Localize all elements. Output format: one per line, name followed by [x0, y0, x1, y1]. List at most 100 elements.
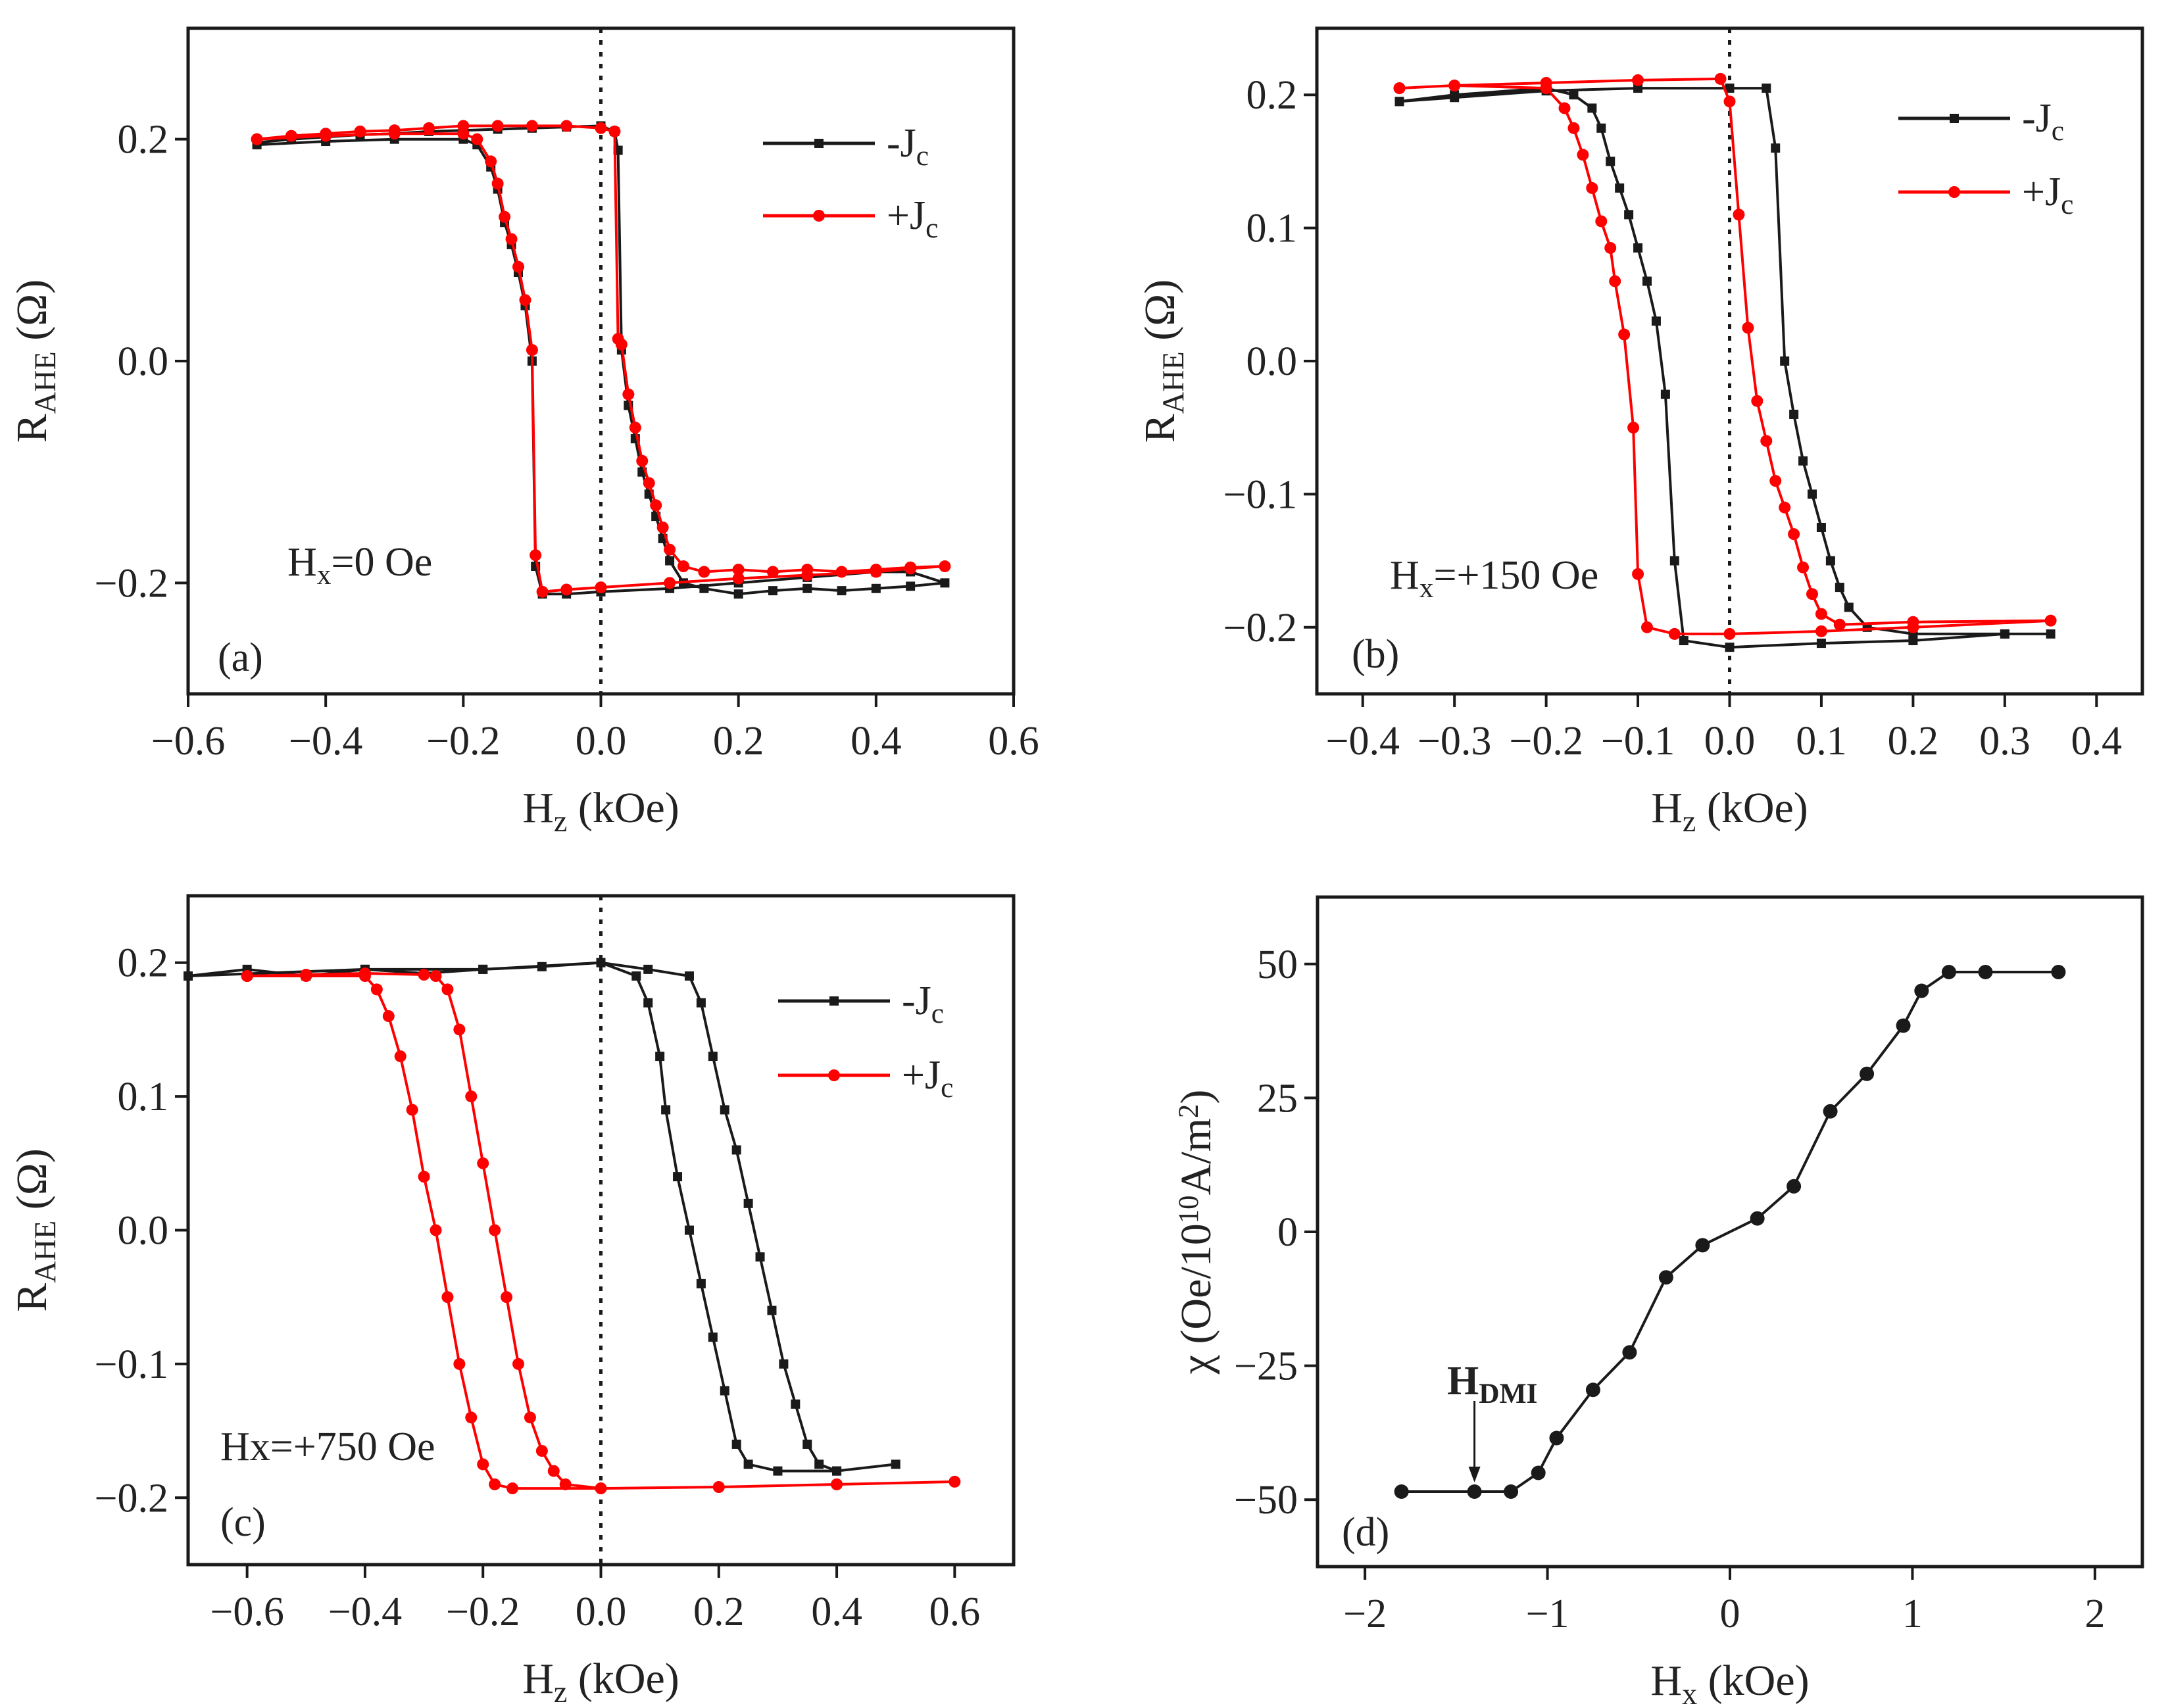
data-point	[766, 566, 779, 578]
data-point	[1651, 316, 1661, 326]
data-point	[1393, 82, 1406, 95]
data-point	[1806, 588, 1818, 600]
data-point	[837, 586, 847, 596]
data-point	[1569, 90, 1579, 100]
hdmi-label-part: DMI	[1479, 1378, 1537, 1409]
data-point	[904, 562, 917, 575]
data-point	[300, 970, 312, 983]
data-point	[1633, 84, 1643, 93]
data-point	[506, 1482, 519, 1495]
data-point	[708, 1332, 718, 1342]
legend-label-part: c	[916, 140, 929, 172]
y-tick-label: 0.0	[118, 1209, 169, 1254]
data-point	[1585, 1382, 1600, 1398]
data-point	[1394, 1484, 1409, 1499]
panel-label: (d)	[1342, 1510, 1389, 1555]
data-point	[698, 566, 710, 578]
hdmi-label: HDMI	[1447, 1359, 1537, 1409]
data-point	[629, 422, 641, 434]
legend-label-part: +J	[902, 1053, 941, 1098]
data-point	[1762, 84, 1771, 93]
data-point	[1627, 422, 1640, 434]
field-annotation-part: H	[1390, 553, 1419, 598]
legend-label-part: c	[925, 212, 938, 244]
data-point	[477, 1458, 489, 1471]
x-tick-label: 0.4	[2071, 719, 2123, 764]
y-tick-label: −0.2	[95, 561, 168, 606]
y-axis-title-part: R	[1136, 414, 1184, 443]
data-point	[505, 233, 518, 245]
data-point	[779, 1359, 789, 1369]
y-tick-label: 0.1	[118, 1075, 169, 1119]
data-point	[650, 499, 662, 512]
data-point	[678, 560, 689, 573]
data-point	[418, 1171, 430, 1183]
x-tick-label: 0.4	[811, 1590, 862, 1634]
x-axis-title-part: (kOe)	[1696, 784, 1808, 832]
x-tick-label: −0.6	[151, 719, 225, 764]
legend-item: -Jc	[778, 979, 944, 1029]
data-point	[1780, 356, 1790, 366]
data-point	[430, 970, 442, 983]
data-point	[320, 130, 332, 142]
data-point	[1668, 627, 1681, 640]
data-point	[732, 572, 745, 585]
data-point	[720, 1386, 729, 1396]
x-axis-title-part: x	[1682, 1677, 1697, 1708]
x-axis-title: Hz (kOe)	[522, 784, 679, 838]
data-point	[768, 586, 777, 596]
data-point	[939, 560, 951, 573]
data-point	[1596, 123, 1606, 133]
data-point	[1609, 275, 1621, 287]
data-point	[524, 1411, 536, 1424]
data-point	[512, 1357, 524, 1370]
arrow-head-icon	[1468, 1466, 1481, 1482]
y-tick-label: 25	[1257, 1076, 1298, 1121]
legend-item: -Jc	[1898, 96, 2064, 147]
data-point	[1742, 322, 1754, 334]
x-tick-label: −0.2	[426, 719, 500, 764]
x-axis-title-part: (kOe)	[567, 1655, 679, 1703]
legend-item: +Jc	[778, 1053, 953, 1104]
data-point	[285, 130, 297, 142]
series-line	[1401, 971, 2059, 1493]
x-axis-title: Hz (kOe)	[1651, 784, 1808, 838]
y-axis-title: RAHE (Ω)	[8, 1148, 62, 1311]
data-point	[1540, 82, 1552, 95]
x-tick-label: −0.4	[289, 719, 362, 764]
data-point	[755, 1252, 765, 1262]
data-point	[1641, 621, 1653, 633]
legend-label: +Jc	[2022, 170, 2073, 220]
field-annotation: Hx=0 Oe	[287, 540, 432, 591]
y-axis-title-part: )	[1172, 1090, 1220, 1104]
field-annotation: Hx=+750 Oe	[220, 1425, 435, 1469]
data-point	[1642, 276, 1652, 286]
data-point	[1577, 149, 1589, 161]
y-tick-label: 0.2	[1246, 73, 1298, 118]
legend-marker	[828, 1069, 840, 1081]
panel-b-hysteresis-hx-150: −0.4 −0.3 −0.2 −0.1 0.0 0.1 0.2 0.3 0.4 −0.2 −0.1 0…	[1136, 26, 2144, 838]
data-point	[1844, 602, 1854, 612]
data-point	[622, 388, 635, 401]
data-point	[595, 122, 607, 134]
field-annotation-part: H	[287, 540, 317, 585]
y-tick-label: 50	[1257, 942, 1298, 987]
y-tick-label: −0.1	[1223, 472, 1297, 517]
x-tick-label: −0.1	[1601, 719, 1675, 764]
y-axis-title-part: AHE	[28, 351, 62, 414]
field-annotation-part: x	[317, 559, 332, 591]
data-point	[814, 1459, 824, 1469]
data-point	[684, 1225, 694, 1235]
data-point	[465, 1090, 478, 1103]
series-plus-jc	[241, 967, 961, 1495]
series-plus-jc	[251, 120, 951, 598]
x-tick-label: 0.0	[1704, 719, 1756, 764]
data-point	[743, 1459, 753, 1469]
data-point	[501, 1291, 513, 1304]
y-tick-label: −0.2	[95, 1476, 168, 1521]
legend-label-part: +J	[2022, 170, 2061, 214]
data-point	[791, 1399, 801, 1409]
x-tick-label: 0.2	[693, 1590, 745, 1634]
legend-marker	[829, 996, 839, 1006]
data-point	[457, 128, 470, 140]
